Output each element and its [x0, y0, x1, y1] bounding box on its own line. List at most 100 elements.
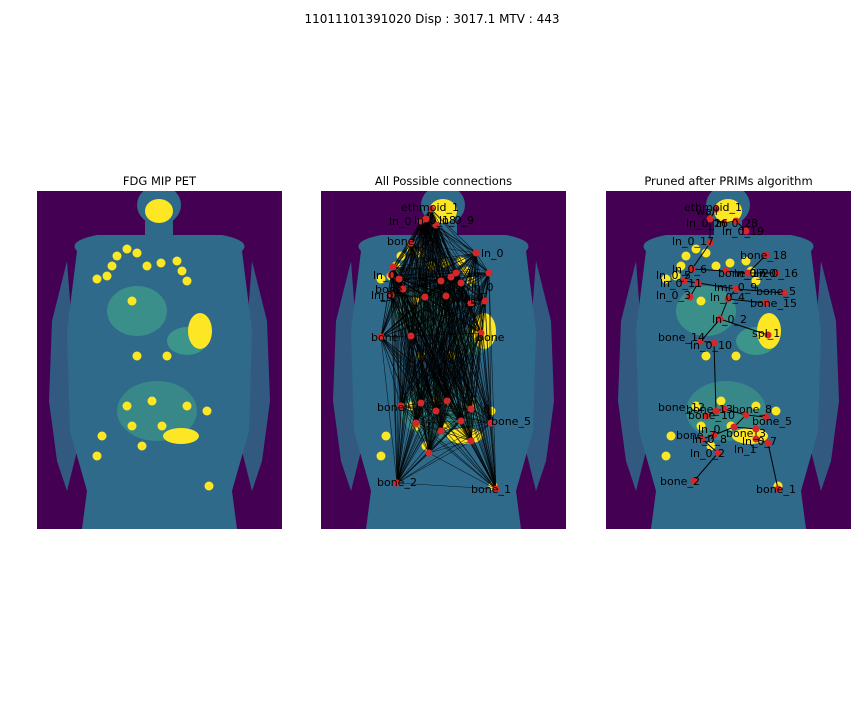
- edge: [410, 224, 437, 244]
- edge: [719, 298, 729, 320]
- edge: [390, 294, 430, 454]
- node-label: lmr_0_9: [714, 281, 757, 294]
- node-label: ln_0: [371, 289, 394, 302]
- edge: [428, 430, 442, 454]
- figure-suptitle: 11011101391020 Disp : 3017.1 MTV : 443: [304, 12, 560, 26]
- edge: [396, 422, 492, 484]
- panel-title-prims: Pruned after PRIMs algorithm: [644, 174, 813, 188]
- edge: [697, 282, 737, 290]
- edge: [420, 402, 497, 490]
- edge: [400, 332, 482, 407]
- node-label: ln_0_28: [716, 217, 758, 230]
- edge: [410, 335, 472, 410]
- edge: [428, 300, 486, 454]
- edge: [428, 295, 447, 454]
- node: [742, 411, 750, 419]
- node-label: ethmoid_1: [684, 201, 742, 214]
- node: [720, 219, 728, 227]
- edge: [380, 274, 392, 338]
- node-label: spl_1: [752, 327, 780, 340]
- edge: [440, 420, 462, 432]
- edge: [380, 336, 442, 432]
- edge: [428, 440, 472, 454]
- edge: [480, 332, 497, 490]
- edge: [733, 426, 757, 430]
- node: [698, 435, 706, 443]
- graph-nodes: [377, 205, 500, 493]
- node-label: ln_0_3: [656, 289, 691, 302]
- node: [752, 435, 760, 443]
- edge: [415, 272, 490, 424]
- node-label: ln_0_19: [722, 225, 764, 238]
- edge: [402, 288, 417, 424]
- node-label: bone_1: [756, 483, 796, 496]
- node: [764, 439, 772, 447]
- edge: [380, 336, 462, 422]
- panel-all-connections-image: ethmoid_1 ln_0 ln_0_18 ln_0_9 ln_0 bone_18 ln_…: [321, 191, 566, 529]
- node: [472, 249, 480, 257]
- edge: [396, 440, 472, 484]
- edge: [420, 332, 482, 404]
- edge: [380, 294, 392, 338]
- edge: [430, 208, 486, 302]
- node: [437, 277, 445, 285]
- edge: [420, 272, 490, 404]
- node-label: 19: [379, 291, 393, 304]
- edge: [428, 332, 482, 454]
- node: [387, 291, 395, 299]
- edge: [380, 336, 472, 442]
- edge: [693, 452, 719, 482]
- edge: [428, 422, 492, 454]
- edge: [390, 274, 497, 490]
- node: [447, 273, 455, 281]
- node-label: bone_13: [686, 403, 733, 416]
- edge: [415, 408, 472, 424]
- node: [710, 339, 718, 347]
- edge: [390, 274, 417, 424]
- edge: [435, 224, 477, 254]
- node-label: ln_0_5: [656, 269, 691, 282]
- node: [487, 419, 495, 427]
- edge: [415, 296, 426, 424]
- edge: [713, 426, 735, 436]
- edge: [420, 220, 490, 274]
- edge: [440, 272, 490, 432]
- node: [452, 269, 460, 277]
- edge: [445, 252, 477, 297]
- edge: [396, 278, 400, 484]
- node-label: bone_17: [718, 267, 765, 280]
- edge: [396, 300, 486, 484]
- edge: [396, 405, 402, 484]
- edge: [400, 296, 426, 407]
- node: [706, 215, 714, 223]
- edge: [410, 242, 490, 274]
- edge: [410, 296, 426, 337]
- edge: [396, 400, 448, 484]
- edge: [396, 452, 430, 484]
- node-label: ln_0_7: [742, 435, 777, 448]
- node-label: ln_0_8: [692, 433, 727, 446]
- edge: [723, 408, 747, 416]
- edge: [691, 242, 711, 270]
- edge: [380, 296, 426, 338]
- edge: [470, 422, 492, 442]
- edge: [484, 272, 490, 302]
- edge: [484, 300, 492, 424]
- edge: [440, 422, 492, 432]
- edge: [396, 422, 417, 484]
- node: [425, 449, 433, 457]
- node: [710, 431, 718, 439]
- node-label: ln_0: [461, 291, 484, 304]
- edge: [380, 336, 402, 407]
- edge: [390, 274, 492, 424]
- edge: [725, 270, 749, 274]
- edge: [390, 274, 452, 278]
- node-label: bone_14: [658, 331, 705, 344]
- node: [377, 333, 385, 341]
- node-label: 15: [463, 297, 477, 310]
- node: [417, 399, 425, 407]
- edge: [460, 332, 482, 422]
- edge: [415, 300, 486, 424]
- node: [688, 265, 696, 273]
- node: [680, 277, 688, 285]
